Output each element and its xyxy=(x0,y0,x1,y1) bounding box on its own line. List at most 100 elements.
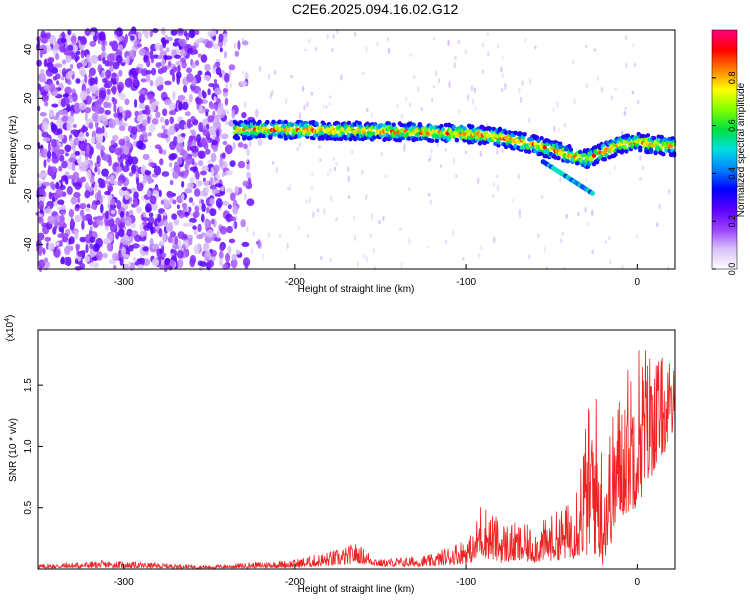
noise-speckle xyxy=(69,63,74,70)
noise-speckle xyxy=(632,43,635,48)
noise-speckle xyxy=(43,159,47,168)
noise-speckle xyxy=(231,109,236,119)
noise-speckle xyxy=(205,40,213,49)
noise-speckle xyxy=(326,34,329,40)
colorbar-tick-label: 0.8 xyxy=(727,72,737,85)
noise-speckle xyxy=(88,151,93,160)
noise-speckle xyxy=(220,133,228,140)
noise-speckle xyxy=(362,71,365,76)
noise-speckle xyxy=(117,85,122,94)
noise-speckle xyxy=(304,48,307,52)
noise-speckle xyxy=(84,255,91,263)
noise-speckle xyxy=(224,72,230,83)
noise-speckle xyxy=(161,27,166,36)
noise-speckle xyxy=(219,72,223,78)
noise-speckle xyxy=(452,157,456,165)
noise-speckle xyxy=(436,143,440,147)
noise-speckle xyxy=(329,195,333,202)
ridge-blob xyxy=(434,138,440,143)
noise-speckle xyxy=(162,37,166,47)
spectrogram-frame xyxy=(37,29,676,270)
noise-speckle xyxy=(133,197,139,208)
noise-speckle xyxy=(173,249,177,257)
noise-speckle xyxy=(608,235,611,240)
noise-speckle xyxy=(196,133,202,143)
noise-speckle xyxy=(212,43,219,50)
noise-speckle xyxy=(305,199,308,205)
noise-speckle xyxy=(85,95,92,105)
noise-speckle xyxy=(351,150,354,154)
noise-speckle xyxy=(176,156,183,165)
noise-speckle xyxy=(221,172,225,177)
noise-speckle xyxy=(286,242,289,250)
noise-speckle xyxy=(90,54,98,64)
noise-speckle xyxy=(147,174,152,185)
ridge-blob xyxy=(651,135,657,141)
noise-speckle xyxy=(74,54,79,63)
noise-speckle xyxy=(42,248,46,255)
snr-multiplier-exp: 4 xyxy=(4,318,11,322)
noise-speckle xyxy=(139,230,145,238)
noise-speckle xyxy=(246,148,250,157)
noise-speckle xyxy=(315,46,318,52)
noise-speckle xyxy=(146,189,152,198)
ridge-blob xyxy=(314,121,319,126)
noise-speckle xyxy=(41,122,49,131)
noise-speckle xyxy=(477,177,480,185)
noise-speckle xyxy=(156,248,161,258)
noise-speckle xyxy=(500,66,503,73)
noise-speckle xyxy=(127,244,134,252)
spectrogram-y-label: Frequency (Hz) xyxy=(8,116,19,185)
ridge-blob xyxy=(577,149,583,155)
noise-speckle xyxy=(191,61,195,69)
noise-speckle xyxy=(200,199,204,204)
noise-speckle xyxy=(365,256,369,263)
noise-speckle xyxy=(84,73,88,84)
noise-speckle xyxy=(558,127,561,133)
noise-speckle xyxy=(148,212,154,217)
ridge-blob xyxy=(542,145,547,150)
noise-speckle xyxy=(130,222,136,229)
snr-series-line xyxy=(37,350,676,570)
noise-speckle xyxy=(67,55,72,63)
noise-speckle xyxy=(139,110,143,116)
noise-speckle xyxy=(102,252,108,259)
noise-speckle xyxy=(272,160,275,165)
noise-speckle xyxy=(167,235,173,244)
ridge-blob xyxy=(346,120,352,126)
noise-speckle xyxy=(51,103,59,108)
noise-speckle xyxy=(84,111,88,122)
noise-speckle xyxy=(501,72,505,78)
ridge-blob xyxy=(429,138,435,143)
noise-speckle xyxy=(328,101,331,106)
noise-speckle xyxy=(180,132,186,138)
spectrogram-y-ticks: 40 20 0 -20 -40 xyxy=(23,44,43,252)
noise-speckle xyxy=(138,93,145,104)
noise-speckle xyxy=(336,28,339,35)
noise-speckle xyxy=(168,102,176,111)
colorbar: 0.0 0.2 0.4 0.6 0.8 Normalized spectral ampl… xyxy=(711,29,747,275)
noise-speckle xyxy=(244,101,247,109)
noise-speckle xyxy=(141,217,150,222)
noise-speckle xyxy=(108,66,114,72)
noise-speckle xyxy=(149,29,153,38)
noise-speckle xyxy=(159,117,165,123)
ridge-blob xyxy=(496,143,501,148)
noise-speckle xyxy=(86,144,90,154)
ridge-blob xyxy=(638,148,643,153)
noise-speckle xyxy=(182,222,190,227)
noise-speckle xyxy=(61,31,65,39)
noise-speckle xyxy=(214,183,223,188)
noise-speckle xyxy=(214,237,222,242)
noise-speckle xyxy=(186,123,194,128)
noise-speckle xyxy=(222,33,228,38)
noise-speckle xyxy=(298,112,302,120)
noise-speckle xyxy=(122,240,131,246)
noise-speckle xyxy=(118,69,123,77)
noise-speckle xyxy=(219,225,228,235)
noise-speckle xyxy=(471,98,475,106)
noise-speckle xyxy=(194,188,201,197)
noise-speckle xyxy=(496,174,499,179)
noise-speckle xyxy=(129,80,133,87)
noise-speckle xyxy=(41,94,49,102)
